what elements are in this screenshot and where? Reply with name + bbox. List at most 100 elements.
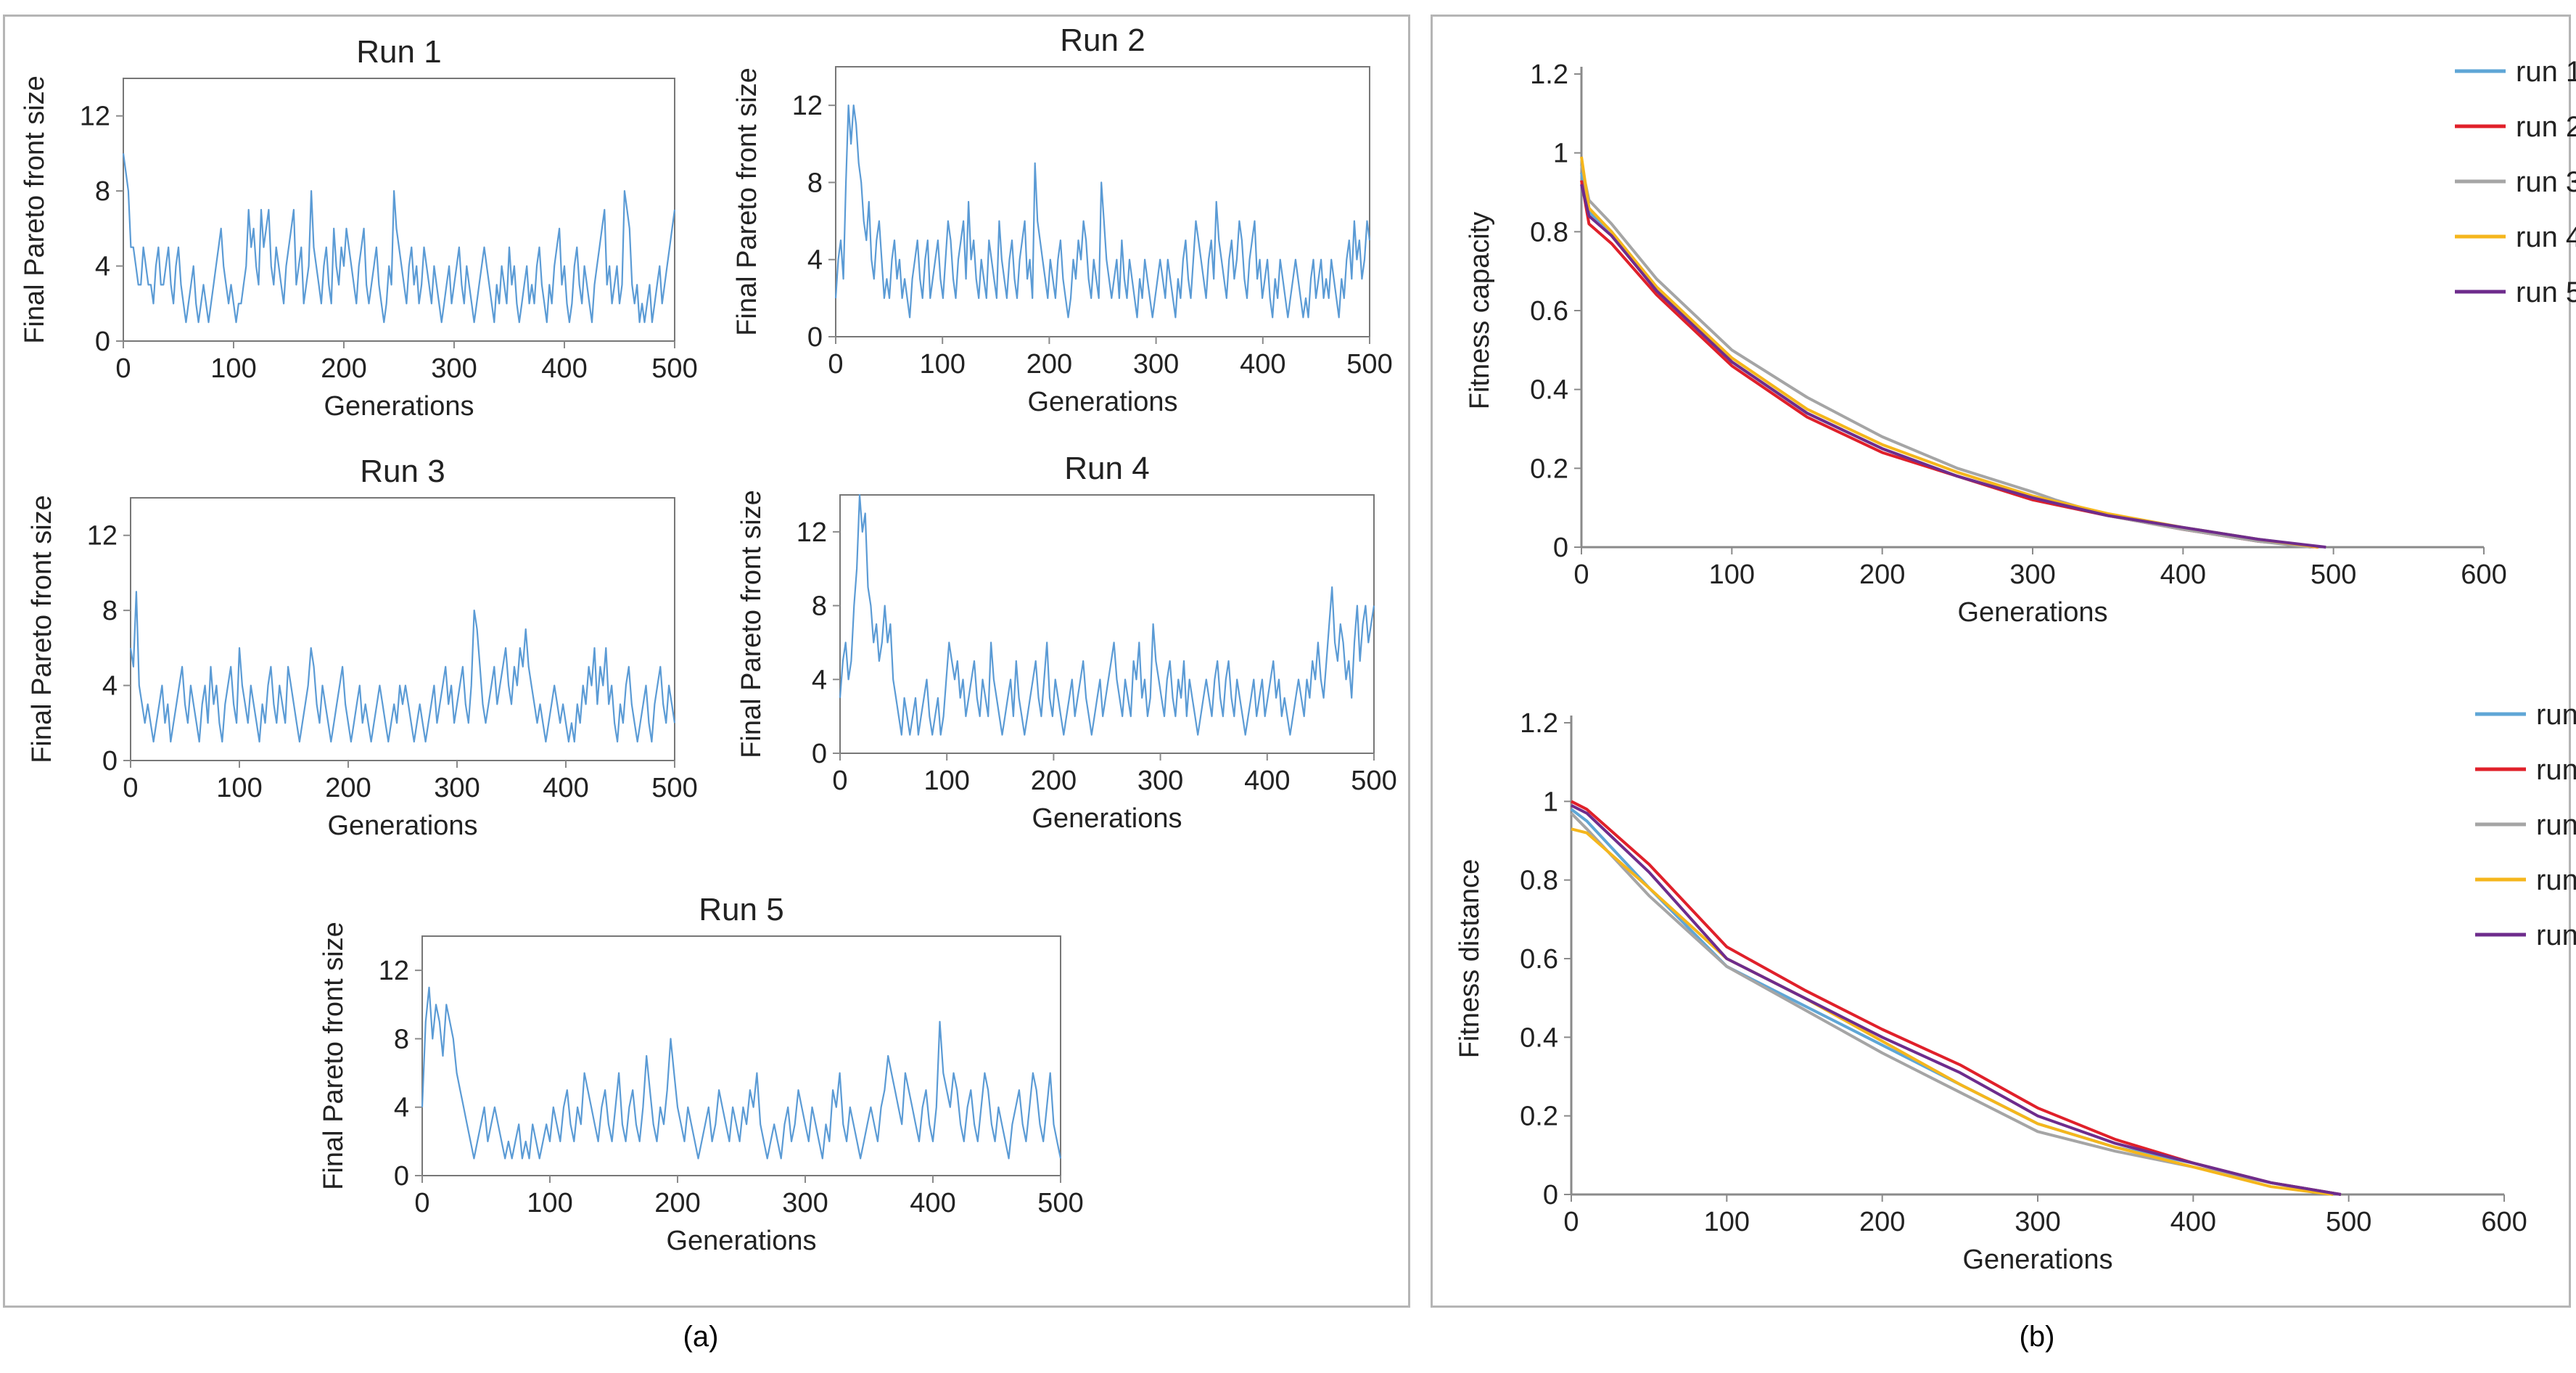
x-tick-label: 100 — [923, 766, 969, 796]
panel-a-frame — [3, 15, 1410, 1308]
x-tick-label: 400 — [541, 353, 587, 384]
x-tick-label: 500 — [2326, 1207, 2371, 1237]
chart-title: Run 1 — [356, 34, 441, 70]
chart-title: Run 4 — [1064, 451, 1149, 486]
y-axis-label: Final Pareto front size — [20, 75, 50, 344]
x-tick-label: 400 — [543, 773, 588, 803]
x-tick-label: 400 — [1240, 349, 1285, 380]
y-tick-label: 0 — [95, 327, 110, 357]
series-line-run-4 — [1571, 827, 2334, 1196]
x-tick-label: 300 — [782, 1188, 828, 1218]
y-axis-label: Final Pareto front size — [27, 495, 57, 763]
x-tick-label: 200 — [1031, 766, 1077, 796]
y-tick-label: 0.8 — [1530, 217, 1568, 247]
series-line-run-2 — [834, 104, 1371, 319]
y-axis-label: Fitness distance — [1454, 859, 1485, 1059]
y-tick-label: 12 — [792, 91, 823, 121]
y-tick-label: 12 — [379, 956, 409, 986]
y-axis-label: Final Pareto front size — [732, 67, 762, 336]
y-tick-label: 0 — [394, 1161, 409, 1192]
x-tick-label: 0 — [1573, 560, 1589, 590]
caption-b: (b) — [2019, 1321, 2055, 1353]
y-tick-label: 4 — [102, 671, 118, 702]
y-tick-label: 1 — [1553, 139, 1568, 169]
y-tick-label: 0.6 — [1520, 944, 1558, 975]
y-tick-label: 0 — [812, 739, 827, 769]
chart-title: Run 5 — [699, 892, 783, 927]
x-tick-label: 300 — [1133, 349, 1179, 380]
x-tick-label: 500 — [1351, 766, 1396, 796]
x-tick-label: 400 — [910, 1188, 955, 1218]
y-axis-label: Fitness capacity — [1465, 212, 1495, 409]
series-line-run-4 — [839, 493, 1375, 736]
series-line-run-2 — [1571, 800, 2342, 1196]
series-line-run-5 — [1571, 804, 2342, 1196]
x-tick-label: 0 — [123, 773, 138, 803]
series-line-run-1 — [1570, 808, 2342, 1196]
y-tick-label: 8 — [807, 168, 823, 198]
caption-a: (a) — [683, 1321, 719, 1353]
x-tick-label: 500 — [651, 773, 697, 803]
x-tick-label: 100 — [527, 1188, 572, 1218]
y-tick-label: 4 — [807, 245, 823, 276]
x-tick-label: 100 — [919, 349, 965, 380]
y-tick-label: 12 — [797, 517, 827, 548]
x-tick-label: 200 — [654, 1188, 700, 1218]
chart-title: Run 2 — [1060, 22, 1145, 58]
y-tick-label: 0.4 — [1520, 1022, 1558, 1053]
x-tick-label: 200 — [1026, 349, 1072, 380]
legend-label: run 2 — [2536, 754, 2576, 786]
series-line-run-5 — [1580, 184, 2326, 549]
plot-frame — [421, 935, 1061, 1176]
y-tick-label: 0 — [102, 746, 118, 776]
y-tick-label: 4 — [95, 252, 110, 282]
x-tick-label: 600 — [2481, 1207, 2527, 1237]
legend-label: run 5 — [2516, 276, 2576, 308]
y-tick-label: 1.2 — [1520, 708, 1558, 739]
y-tick-label: 0.6 — [1530, 296, 1568, 327]
x-tick-label: 600 — [2461, 560, 2506, 590]
x-tick-label: 300 — [2015, 1207, 2060, 1237]
legend-label: run 5 — [2536, 919, 2576, 951]
y-tick-label: 8 — [394, 1024, 409, 1054]
x-axis-label: Generations — [327, 811, 477, 841]
x-tick-label: 500 — [2310, 560, 2356, 590]
legend-label: run 4 — [2536, 864, 2576, 896]
x-tick-label: 500 — [1037, 1188, 1083, 1218]
x-tick-label: 400 — [2170, 1207, 2216, 1237]
x-axis-label: Generations — [1032, 803, 1182, 834]
y-tick-label: 0.4 — [1530, 375, 1568, 406]
y-tick-label: 8 — [102, 596, 118, 626]
legend-label: run 3 — [2516, 166, 2576, 198]
y-tick-label: 8 — [812, 591, 827, 622]
x-tick-label: 500 — [651, 353, 697, 384]
plot-frame — [839, 494, 1375, 754]
y-axis-label: Final Pareto front size — [736, 490, 767, 758]
y-tick-label: 0 — [807, 322, 823, 353]
x-tick-label: 200 — [321, 353, 366, 384]
legend-label: run 1 — [2536, 699, 2576, 731]
legend-label: run 4 — [2516, 221, 2576, 253]
panel-b-frame — [1431, 15, 2571, 1308]
plot-frame — [835, 66, 1370, 337]
x-tick-label: 400 — [1244, 766, 1290, 796]
legend-label: run 3 — [2536, 809, 2576, 841]
x-axis-label: Generations — [666, 1226, 816, 1256]
x-tick-label: 200 — [325, 773, 371, 803]
x-tick-label: 100 — [1709, 560, 1755, 590]
y-tick-label: 4 — [812, 665, 827, 695]
x-axis-label: Generations — [324, 391, 474, 422]
x-axis-label: Generations — [1957, 597, 2107, 628]
y-tick-label: 8 — [95, 176, 110, 207]
x-tick-label: 0 — [1563, 1207, 1579, 1237]
y-tick-label: 0.2 — [1520, 1102, 1558, 1132]
y-tick-label: 1.2 — [1530, 60, 1568, 90]
series-line-run-3 — [129, 591, 676, 743]
series-line-run-3 — [1580, 164, 2311, 549]
